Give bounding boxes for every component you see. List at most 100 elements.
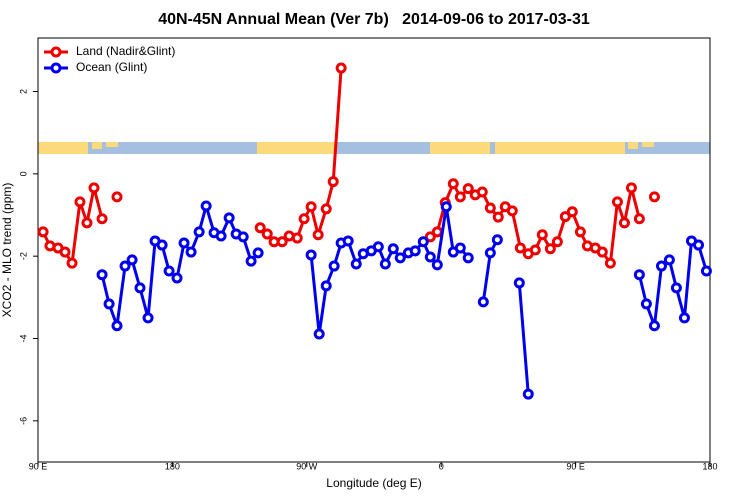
chart-title: 40N-45N Annual Mean (Ver 7b) 2014-09-06 … [158, 11, 590, 28]
data-point [536, 229, 548, 241]
data-point [142, 312, 154, 324]
data-point [625, 182, 637, 194]
data-point [440, 201, 452, 213]
data-point [379, 258, 391, 270]
data-point [305, 201, 317, 213]
data-point [96, 213, 108, 225]
land-band [106, 142, 118, 147]
data-point [342, 235, 354, 247]
legend-label: Land (Nadir&Glint) [76, 44, 175, 58]
data-point [604, 257, 616, 269]
data-point [237, 231, 249, 243]
data-point [163, 265, 175, 277]
data-point [551, 236, 563, 248]
data-point [693, 239, 705, 251]
land-band [38, 142, 88, 154]
data-point [200, 200, 212, 212]
data-point [96, 269, 108, 281]
data-point [320, 280, 332, 292]
data-point [559, 211, 571, 223]
data-point [291, 232, 303, 244]
data-point [126, 254, 138, 266]
data-point [477, 296, 489, 308]
data-point [178, 237, 190, 249]
data-point [522, 388, 534, 400]
data-point [394, 252, 406, 264]
data-point [119, 260, 131, 272]
data-point [514, 242, 526, 254]
x-tick-label: 90 W [296, 461, 318, 471]
x-tick-label: 180 [165, 461, 180, 471]
y-tick-label: -4 [18, 334, 28, 342]
data-point [454, 242, 466, 254]
data-point [611, 196, 623, 208]
x-tick-label: 90 E [29, 461, 48, 471]
data-point [492, 211, 504, 223]
data-point [678, 312, 690, 324]
data-point [276, 236, 288, 248]
data-point [320, 203, 332, 215]
y-tick-label: -6 [18, 417, 28, 425]
data-point [327, 176, 339, 188]
data-point [37, 226, 49, 238]
land-band [430, 142, 490, 154]
data-point [261, 228, 273, 240]
data-point [640, 298, 652, 310]
data-point [431, 259, 443, 271]
x-axis-label: Longitude (deg E) [326, 476, 421, 490]
data-point [59, 246, 71, 258]
data-point [111, 191, 123, 203]
y-tick-label: 0 [18, 171, 28, 176]
data-point [506, 205, 518, 217]
data-point [372, 241, 384, 253]
data-point [245, 255, 257, 267]
data-point [462, 183, 474, 195]
data-point [476, 186, 488, 198]
data-point [484, 247, 496, 259]
land-band [628, 142, 638, 149]
series-line [43, 68, 654, 263]
data-point [655, 260, 667, 272]
data-point [305, 249, 317, 261]
land-band [257, 142, 335, 154]
data-point [156, 239, 168, 251]
data-point [328, 260, 340, 272]
data-point [74, 196, 86, 208]
data-point [574, 226, 586, 238]
data-point [491, 234, 503, 246]
data-point [618, 217, 630, 229]
data-point [447, 178, 459, 190]
data-point [424, 231, 436, 243]
data-point [254, 222, 266, 234]
data-point [335, 62, 347, 74]
data-point [111, 320, 123, 332]
legend-marker [50, 62, 62, 74]
y-axis-label: XCO2 - MLO trend (ppm) [0, 183, 14, 318]
data-point [409, 245, 421, 257]
data-point [103, 298, 115, 310]
y-tick-label: -2 [18, 252, 28, 260]
surface-strip [38, 142, 710, 154]
data-point [700, 265, 712, 277]
data-point [431, 226, 443, 238]
data-point [529, 244, 541, 256]
data-point [252, 247, 264, 259]
data-point [424, 251, 436, 263]
data-point [648, 320, 660, 332]
plot-frame [37, 37, 711, 463]
legend-marker [50, 46, 62, 58]
data-point [670, 282, 682, 294]
y-tick-label: 2 [18, 89, 28, 94]
data-point [66, 257, 78, 269]
data-point [223, 212, 235, 224]
data-point [81, 217, 93, 229]
data-point [663, 254, 675, 266]
series-line [100, 200, 708, 395]
data-point [462, 252, 474, 264]
x-tick-label: 90 E [566, 461, 585, 471]
data-point [454, 191, 466, 203]
data-point [313, 328, 325, 340]
data-point [484, 202, 496, 214]
